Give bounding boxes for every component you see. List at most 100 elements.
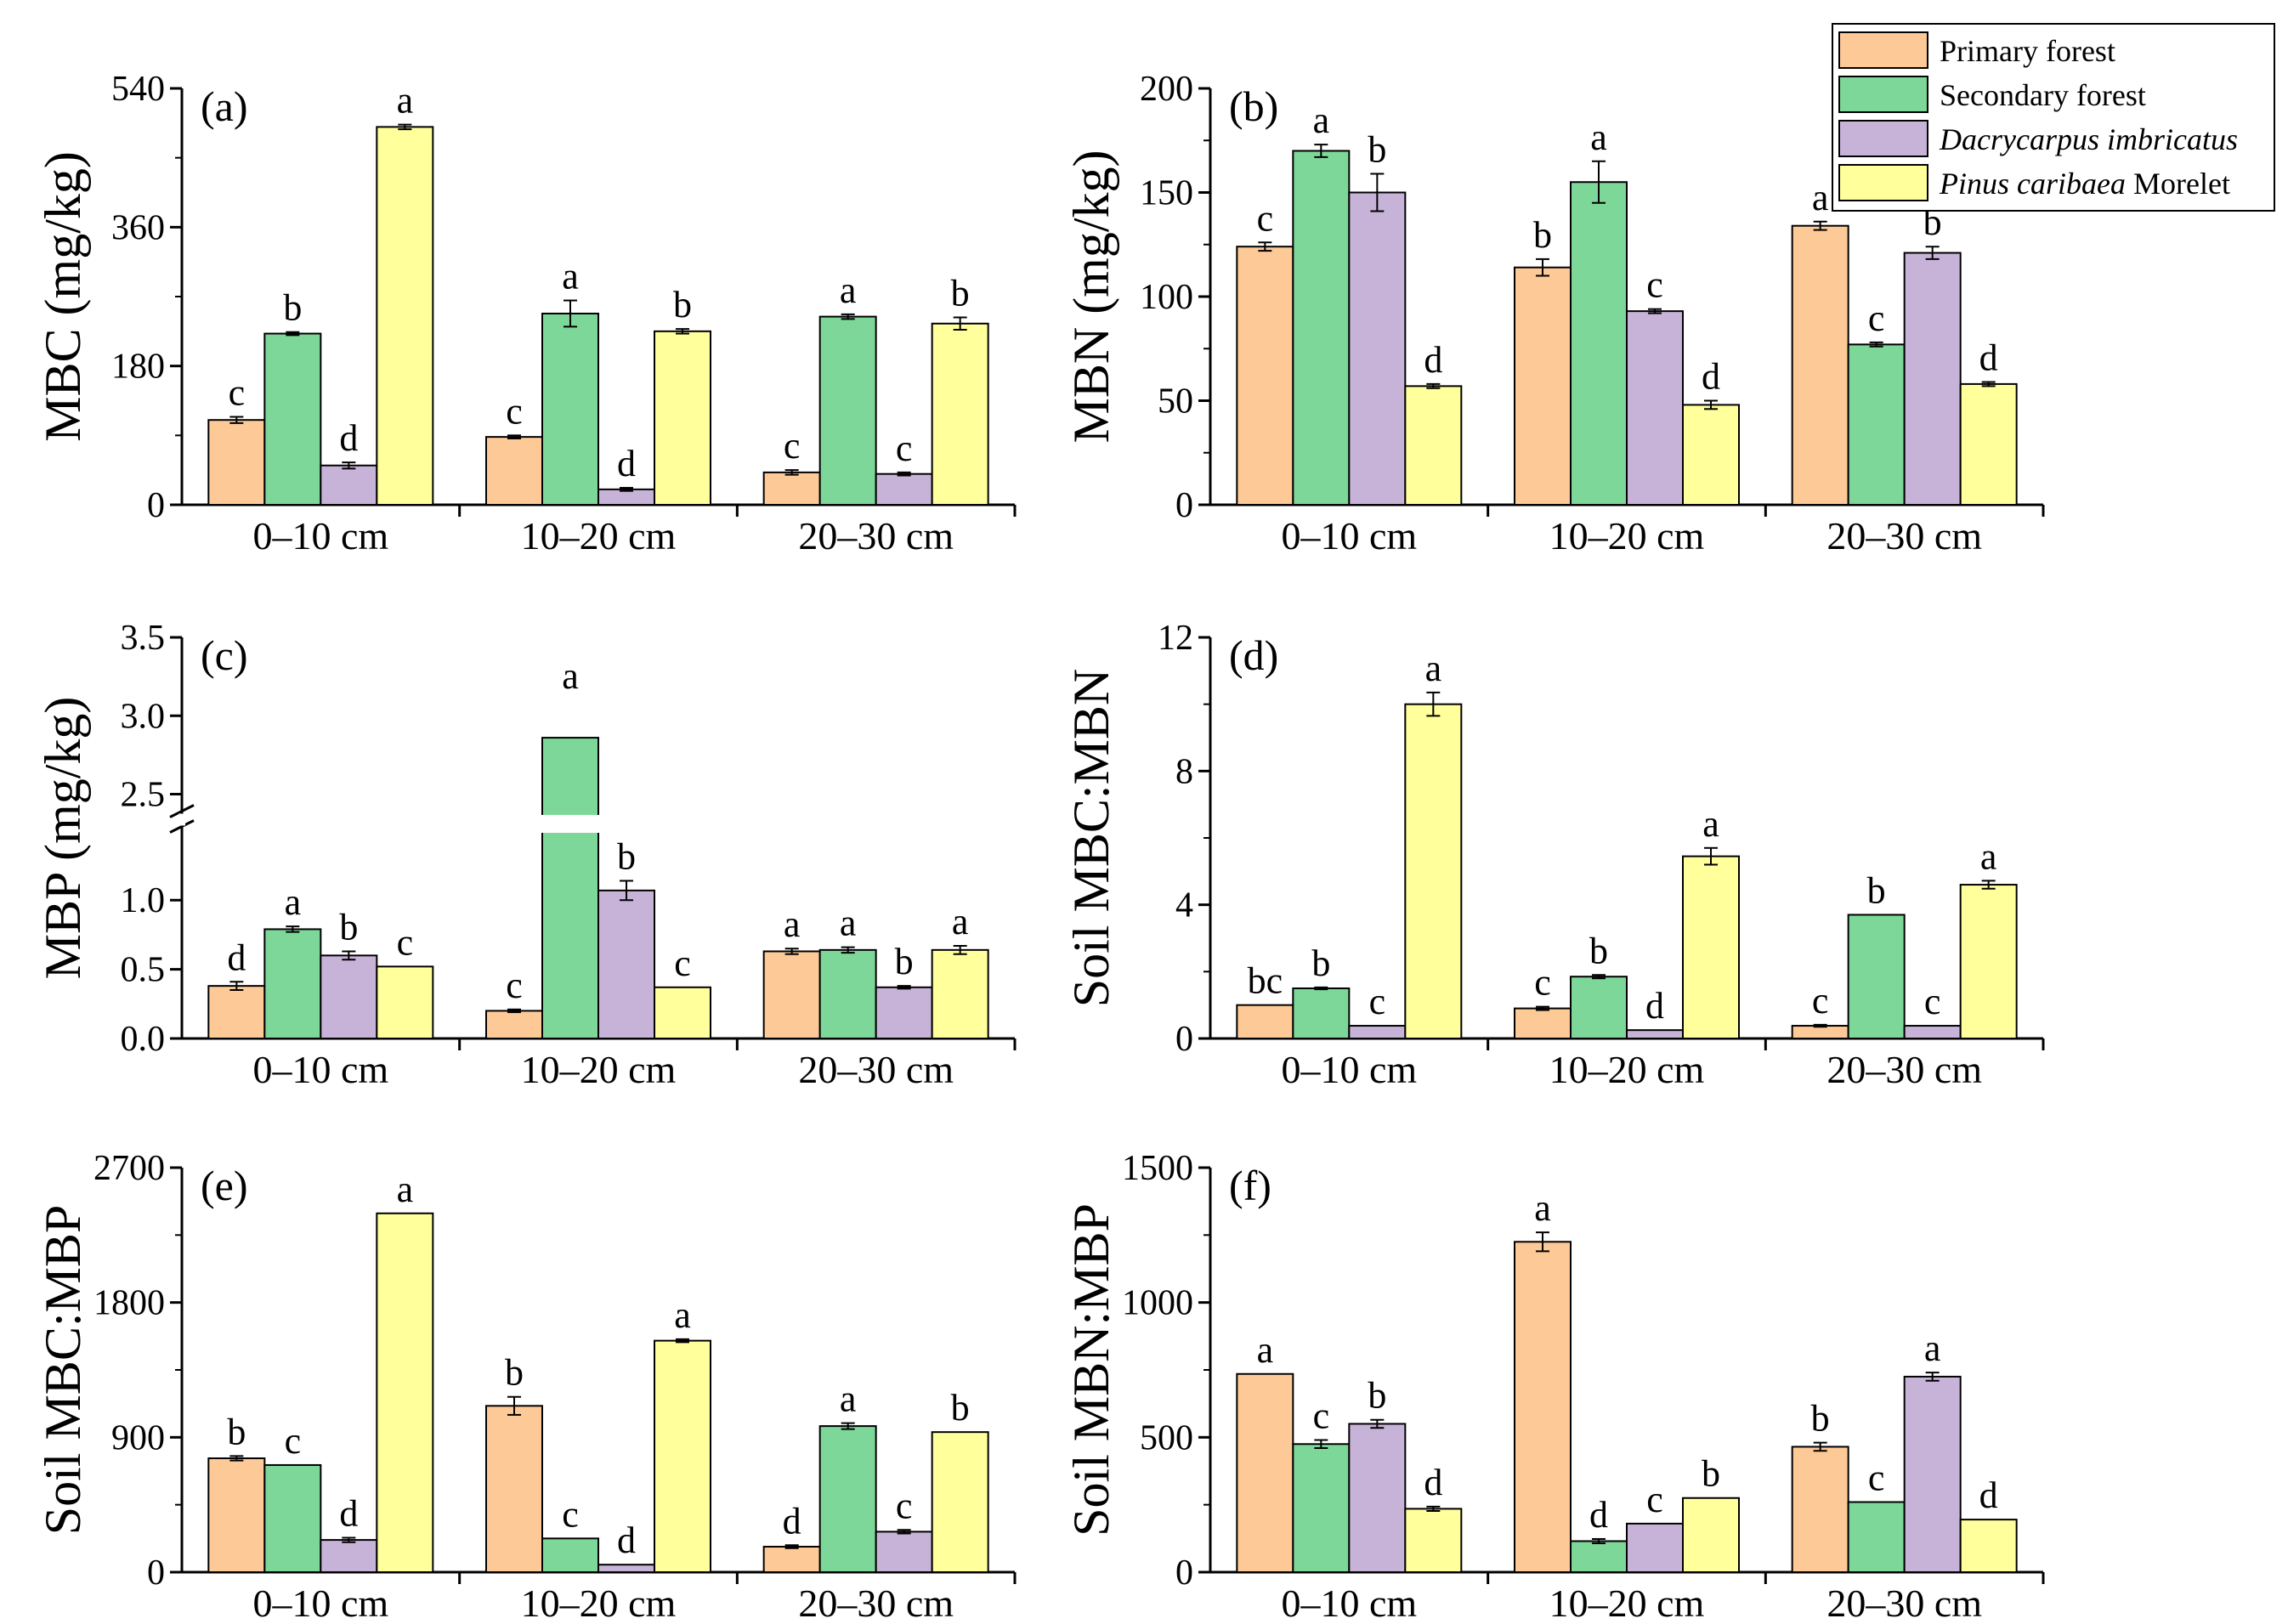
bar xyxy=(762,950,821,1039)
y-tick-label: 540 xyxy=(111,70,165,109)
significance-label: b xyxy=(1311,942,1330,984)
significance-label: c xyxy=(896,1485,913,1526)
bar xyxy=(875,986,933,1039)
bar xyxy=(1682,1497,1740,1573)
panel-tag: (f) xyxy=(1229,1162,1271,1209)
significance-label: a xyxy=(1313,99,1330,141)
y-axis-title: Soil MBN:MBP xyxy=(1063,1203,1119,1536)
bar xyxy=(263,1463,322,1573)
significance-label: c xyxy=(506,965,523,1006)
bar xyxy=(1404,1508,1463,1573)
x-tick-label: 20–30 cm xyxy=(1826,1048,1982,1091)
bar xyxy=(1570,181,1628,506)
y-tick-label: 0 xyxy=(147,486,165,525)
y-tick-label: 1000 xyxy=(1122,1284,1193,1323)
bar xyxy=(875,472,933,506)
significance-label: c xyxy=(1646,1479,1663,1520)
bar xyxy=(654,986,711,1039)
y-tick-label: 0 xyxy=(147,1553,165,1593)
bar xyxy=(1236,246,1294,506)
x-tick-label: 20–30 cm xyxy=(1826,514,1982,557)
bar xyxy=(875,1531,933,1574)
significance-label: a xyxy=(674,1294,691,1336)
significance-label: d xyxy=(1424,1462,1442,1503)
significance-label: a xyxy=(840,269,857,311)
bar xyxy=(1626,1029,1684,1039)
bar xyxy=(1847,343,1906,506)
bar xyxy=(1847,914,1906,1040)
significance-label: c xyxy=(784,425,801,467)
y-tick-label: 0 xyxy=(1175,486,1193,525)
significance-label: c xyxy=(1924,981,1941,1022)
x-tick-label: 10–20 cm xyxy=(521,514,677,557)
significance-label: b xyxy=(1702,1453,1720,1495)
x-tick-label: 20–30 cm xyxy=(798,1048,954,1091)
significance-label: a xyxy=(1425,648,1442,689)
bar xyxy=(1292,150,1351,506)
bar xyxy=(1682,855,1740,1040)
bar xyxy=(1626,310,1684,506)
significance-label: b xyxy=(951,273,970,314)
y-axis-title: MBP (mg/kg) xyxy=(35,697,91,980)
x-tick-label: 0–10 cm xyxy=(252,514,388,557)
bar xyxy=(1791,1446,1849,1573)
legend-label-part: Morelet xyxy=(2126,167,2230,201)
legend-label-part: Primary forest xyxy=(1940,34,2115,68)
x-tick-label: 20–30 cm xyxy=(798,514,954,557)
bar xyxy=(1514,266,1572,506)
panel-tag: (d) xyxy=(1229,631,1278,679)
significance-label: bc xyxy=(1248,960,1283,1002)
y-tick-label: 4 xyxy=(1175,886,1193,925)
significance-label: b xyxy=(1368,1375,1386,1417)
bar xyxy=(263,928,322,1039)
x-tick-label: 10–20 cm xyxy=(521,1048,677,1091)
bar xyxy=(1626,1522,1684,1574)
axis-break-mark xyxy=(169,804,195,818)
bar xyxy=(1404,385,1463,506)
bar xyxy=(541,312,599,506)
panel-tag: (e) xyxy=(201,1162,248,1209)
bar xyxy=(263,332,322,506)
y-tick-label: 0.5 xyxy=(121,951,166,990)
significance-label: c xyxy=(1313,1395,1330,1437)
bar xyxy=(931,1431,989,1573)
bar xyxy=(1791,224,1849,506)
significance-label: d xyxy=(339,1492,358,1534)
bar xyxy=(1903,252,1962,506)
significance-label: d xyxy=(617,443,636,484)
bar xyxy=(1959,1519,2018,1573)
significance-label: d xyxy=(1589,1494,1608,1536)
y-tick-label: 2.5 xyxy=(121,776,166,815)
bar xyxy=(376,1212,434,1574)
significance-label: a xyxy=(1702,803,1719,845)
significance-label: b xyxy=(505,1352,524,1394)
bar xyxy=(320,1539,378,1574)
significance-label: b xyxy=(283,287,302,329)
bar xyxy=(818,948,877,1039)
legend-label: Primary forest xyxy=(1940,34,2115,68)
bar xyxy=(541,1537,599,1574)
bar xyxy=(1682,404,1740,506)
significance-label: b xyxy=(1811,1398,1830,1440)
panel-c: 0.0 0.5 1.0 2.5 3.0 3.5 MBP (mg/kg) (c) 0–10 cm d… xyxy=(35,619,1017,1091)
significance-label: b xyxy=(895,941,914,982)
bar xyxy=(1791,1025,1849,1040)
y-tick-label: 500 xyxy=(1140,1418,1193,1457)
panel-tag: (a) xyxy=(201,82,248,130)
significance-label: b xyxy=(1867,869,1886,911)
y-tick-label: 1.0 xyxy=(121,881,166,920)
significance-label: c xyxy=(1369,981,1386,1022)
significance-label: d xyxy=(1645,985,1664,1027)
y-tick-label: 0.0 xyxy=(121,1020,166,1059)
significance-label: a xyxy=(285,881,302,923)
x-tick-label: 10–20 cm xyxy=(1549,1048,1705,1091)
bar xyxy=(207,419,266,506)
significance-label: a xyxy=(397,80,414,122)
bar xyxy=(1903,1375,1962,1574)
legend-label-part: Dacrycarpus imbricatus xyxy=(1939,122,2238,156)
legend-swatch xyxy=(1838,76,1928,113)
